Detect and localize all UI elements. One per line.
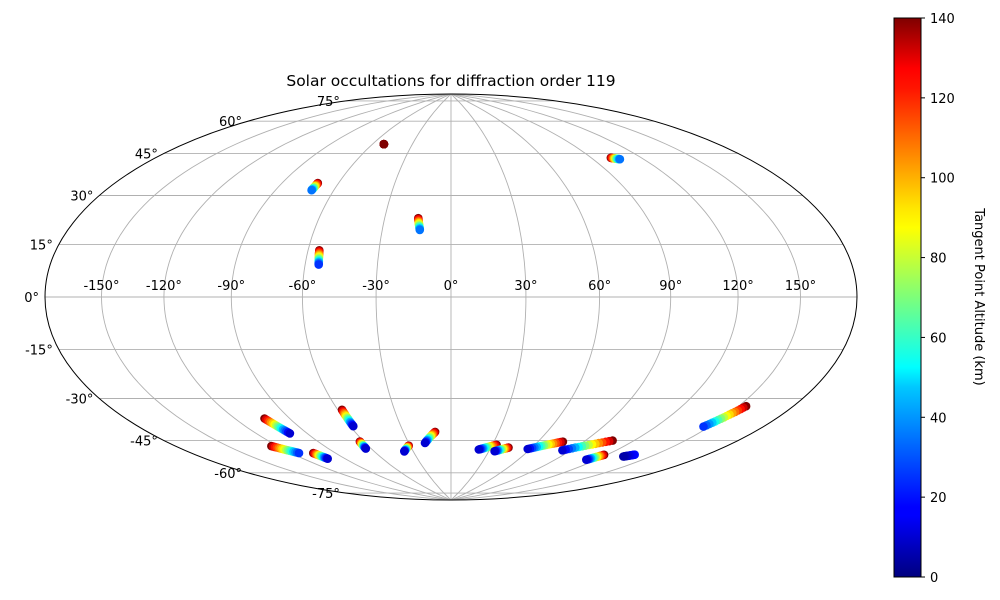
lat-tick-label: -45° (130, 435, 158, 450)
data-point (323, 454, 333, 464)
data-point (314, 260, 324, 269)
lat-tick-label: 0° (24, 291, 39, 306)
lat-tick-label: -60° (214, 467, 242, 482)
colorbar-tick-label: 20 (930, 491, 947, 506)
lon-tick-label: 150° (785, 279, 816, 294)
lat-tick-label: 45° (135, 147, 158, 162)
lon-tick-label: 90° (659, 279, 682, 294)
colorbar-tick-label: 80 (930, 252, 947, 267)
lon-tick-label: 120° (722, 279, 753, 294)
colorbar: 0 20 40 60 80 100 120 140 Tangent Point Altitud… (893, 12, 986, 586)
lat-tick-label: 75° (317, 95, 340, 110)
axis-tick-labels: -150° -120° -90° -60° -30° 0° 30° 60° 90° 120° 150… (24, 95, 816, 502)
graticule (45, 94, 857, 500)
colorbar-tick-label: 0 (930, 571, 938, 586)
data-point (523, 444, 532, 454)
lat-tick-label: -75° (312, 487, 340, 502)
occultation-points (260, 139, 751, 465)
lat-tick-label: -30° (66, 393, 94, 408)
colorbar-tick-label: 140 (930, 12, 955, 27)
lon-tick-label: 0° (444, 279, 459, 294)
lon-tick-label: -30° (362, 279, 390, 294)
data-point (361, 444, 371, 453)
colorbar-tick-label: 40 (930, 411, 947, 426)
data-point (699, 422, 708, 431)
lon-tick-label: 30° (514, 279, 537, 294)
data-point (474, 445, 484, 454)
data-point (558, 446, 567, 455)
colorbar-gradient (893, 17, 922, 578)
data-point (294, 448, 304, 458)
data-point (619, 452, 628, 461)
data-point (420, 438, 430, 448)
data-point (582, 455, 591, 465)
lat-tick-label: 15° (30, 238, 53, 253)
lon-tick-label: -90° (217, 279, 245, 294)
lat-tick-label: -15° (25, 344, 53, 359)
lon-tick-label: 60° (588, 279, 611, 294)
lon-tick-label: -150° (83, 279, 119, 294)
colorbar-label: Tangent Point Altitude (km) (971, 207, 986, 385)
data-point (307, 185, 316, 195)
data-point (349, 421, 358, 431)
lon-tick-label: -60° (289, 279, 317, 294)
data-point (400, 447, 409, 456)
colorbar-tick-label: 120 (930, 92, 955, 107)
colorbar-tick-label: 100 (930, 172, 955, 187)
data-point (415, 225, 425, 235)
data-point (379, 139, 389, 149)
lon-tick-label: -120° (146, 279, 182, 294)
colorbar-ticks: 0 20 40 60 80 100 120 140 (921, 12, 955, 586)
data-point (490, 446, 499, 456)
data-point (615, 154, 625, 164)
colorbar-tick-label: 60 (930, 331, 947, 346)
lat-tick-label: 30° (70, 190, 93, 205)
chart-title: Solar occultations for diffraction order… (286, 72, 615, 90)
data-point (285, 429, 295, 438)
lat-tick-label: 60° (219, 115, 242, 130)
map-boundary (44, 93, 858, 501)
